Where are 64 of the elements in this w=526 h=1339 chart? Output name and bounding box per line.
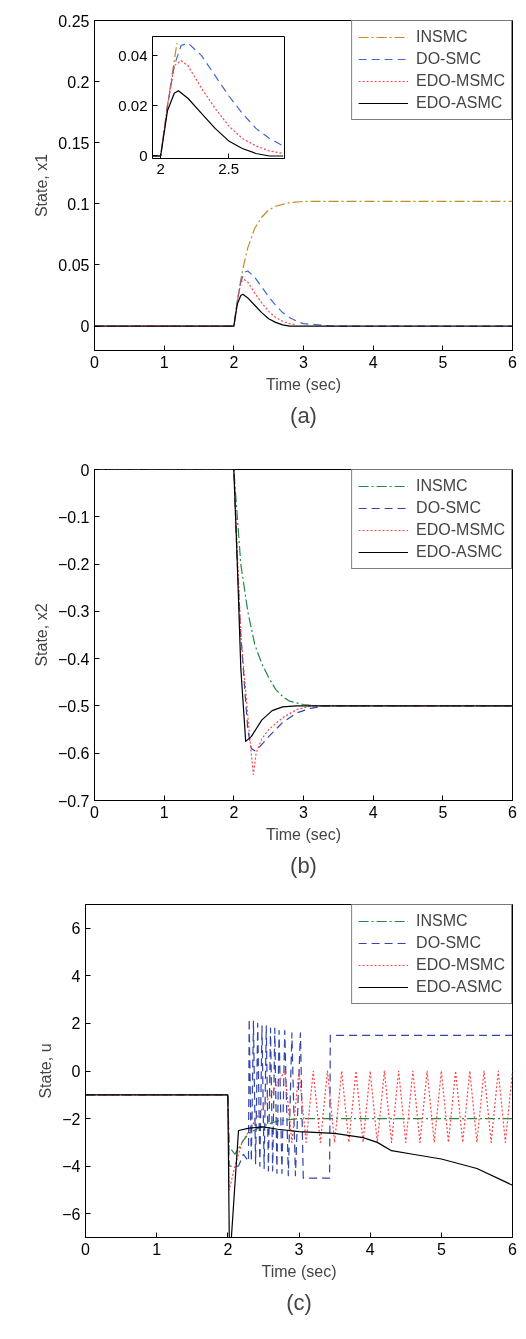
x-tick-label: 2 xyxy=(229,353,239,371)
y-tick-label: 2 xyxy=(71,1015,81,1033)
x-tick-label: 4 xyxy=(368,353,378,371)
x-axis-title: Time (sec) xyxy=(261,1262,337,1280)
y-axis-title: State, x2 xyxy=(32,603,50,667)
y-tick-label: 0.2 xyxy=(67,73,90,91)
x-tick-label: 1 xyxy=(152,1240,162,1258)
y-tick-label: 0 xyxy=(80,318,90,336)
y-tick-label: 0.04 xyxy=(118,46,148,64)
y-tick-label: 6 xyxy=(71,920,81,938)
x-tick-label: 6 xyxy=(508,353,518,371)
x-tick-label: 5 xyxy=(438,353,448,371)
text: (b) xyxy=(290,852,317,878)
x-tick-label: 1 xyxy=(159,353,169,371)
legend-label: EDO-ASMC xyxy=(416,543,503,561)
y-axis-title: State, x1 xyxy=(33,153,51,218)
text: (a) xyxy=(290,402,317,428)
x-tick-label: 5 xyxy=(438,803,448,821)
y-tick-label: 0.02 xyxy=(118,96,148,114)
x-tick-label: 4 xyxy=(365,1240,375,1258)
legend-label: DO-SMC xyxy=(416,499,481,517)
y-tick-label: −0.6 xyxy=(57,745,90,763)
legend-label: DO-SMC xyxy=(416,934,481,952)
y-tick-label: −0.1 xyxy=(57,508,90,526)
y-tick-label: −0.4 xyxy=(57,650,90,668)
y-tick-label: 4 xyxy=(71,967,81,985)
y-tick-label: 0.25 xyxy=(58,12,90,30)
x-tick-label: 1 xyxy=(159,803,169,821)
legend-label: EDO-MSMC xyxy=(416,72,505,90)
y-tick-label: 0.1 xyxy=(67,195,90,213)
y-tick-label: −6 xyxy=(62,1205,81,1223)
y-tick-label: −2 xyxy=(62,1110,81,1128)
y-tick-label: −0.5 xyxy=(57,697,90,715)
legend-label: EDO-ASMC xyxy=(416,94,503,112)
x-tick-label: 6 xyxy=(508,1240,518,1258)
legend-label: EDO-MSMC xyxy=(416,956,505,974)
legend-label: INSMC xyxy=(416,28,468,46)
y-tick-label: −0.2 xyxy=(57,556,90,574)
y-tick-label: 0.15 xyxy=(58,134,90,152)
y-tick-label: −4 xyxy=(62,1158,81,1176)
legend-label: EDO-ASMC xyxy=(416,978,503,996)
y-tick-label: 0 xyxy=(71,1063,81,1080)
y-tick-label: −0.3 xyxy=(57,603,90,621)
x-tick-label: 2 xyxy=(229,803,239,821)
x-tick-label: 3 xyxy=(299,353,309,371)
x-tick-label: 3 xyxy=(299,803,309,821)
x-axis-title: Time (sec) xyxy=(266,825,341,843)
y-tick-label: 0.05 xyxy=(58,256,90,274)
y-tick-label: 0 xyxy=(80,461,90,479)
legend-label: EDO-MSMC xyxy=(416,521,505,539)
legend-label: DO-SMC xyxy=(416,50,481,68)
legend-label: INSMC xyxy=(416,477,468,495)
y-tick-label: 0 xyxy=(139,146,148,164)
legend-label: INSMC xyxy=(416,912,468,930)
x-tick-label: 2 xyxy=(223,1240,233,1258)
x-axis-title: Time (sec) xyxy=(266,375,341,393)
y-tick-label: −0.7 xyxy=(57,792,90,810)
y-axis-title: State, u xyxy=(37,1043,55,1099)
x-tick-label: 3 xyxy=(294,1240,304,1258)
x-tick-label: 4 xyxy=(368,803,378,821)
text: (c) xyxy=(286,1289,312,1315)
x-tick-label: 2.5 xyxy=(218,159,240,177)
x-tick-label: 6 xyxy=(508,803,518,821)
x-tick-label: 5 xyxy=(436,1240,446,1258)
